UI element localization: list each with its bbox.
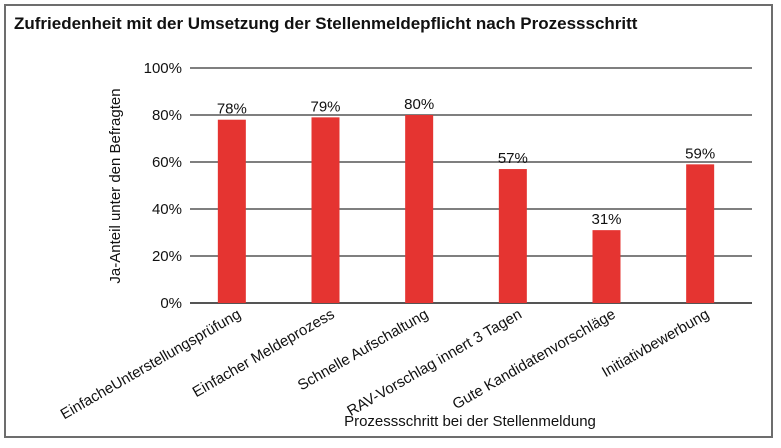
data-label: 59%	[685, 145, 715, 162]
data-label: 57%	[498, 150, 528, 167]
y-axis-label: Ja-Anteil unter den Befragten	[107, 88, 124, 283]
x-axis-label: Prozessschritt bei der Stellenmeldung	[344, 413, 596, 430]
data-label: 80%	[404, 96, 434, 113]
bar	[686, 164, 715, 303]
data-label: 31%	[591, 211, 621, 228]
bar	[592, 230, 621, 303]
y-tick-label: 0%	[160, 295, 182, 312]
bar	[498, 169, 527, 303]
bar	[311, 117, 340, 303]
bar	[217, 119, 246, 303]
y-tick-label: 60%	[152, 154, 182, 171]
x-tick-label: Gute Kandidatenvorschläge	[450, 306, 619, 413]
y-tick-label: 40%	[152, 201, 182, 218]
data-label: 78%	[217, 101, 247, 118]
x-tick-label: RAV-Vorschlag innert 3 Tagen	[344, 306, 525, 420]
y-tick-label: 20%	[152, 248, 182, 265]
data-label: 79%	[310, 98, 340, 115]
y-tick-label: 100%	[144, 60, 182, 77]
chart-title: Zufriedenheit mit der Umsetzung der Stel…	[14, 14, 638, 33]
x-tick-label: EinfacheUnterstellungsprüfung	[58, 306, 244, 423]
y-tick-label: 80%	[152, 107, 182, 124]
chart-frame	[4, 4, 773, 438]
bar	[405, 115, 434, 303]
